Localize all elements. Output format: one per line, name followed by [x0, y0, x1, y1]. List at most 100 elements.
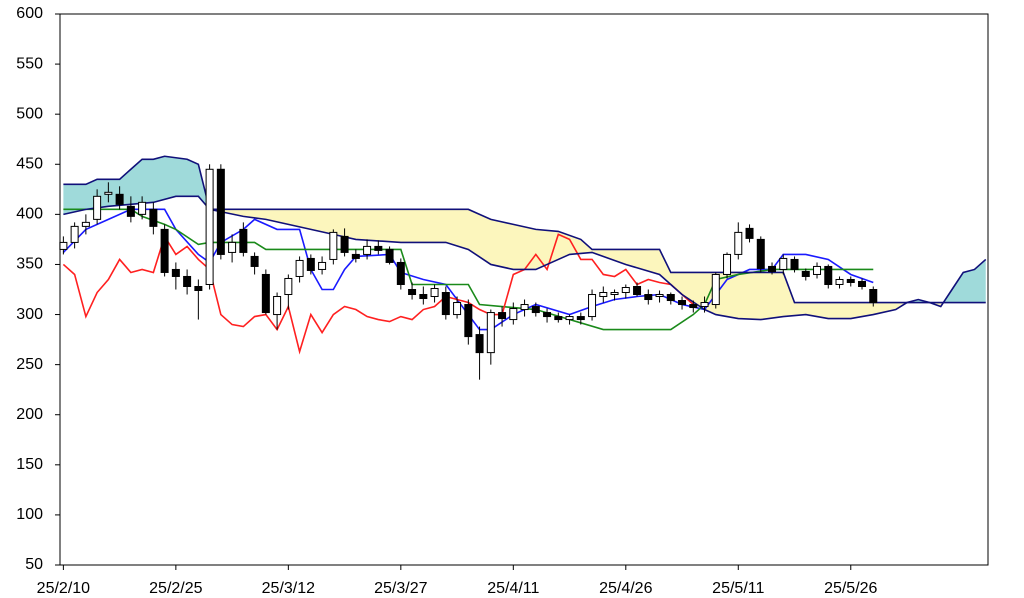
candle-body — [779, 257, 788, 270]
candle-body — [801, 270, 810, 277]
y-tick-label: 50 — [25, 556, 43, 573]
candle-body — [351, 253, 360, 259]
candle-body — [554, 316, 563, 321]
candle-body — [81, 221, 90, 227]
candle-body — [194, 285, 203, 292]
candle-body — [588, 294, 597, 318]
candle-body — [149, 208, 158, 227]
cloud-fill-bearish — [209, 209, 944, 320]
candle-body — [723, 253, 732, 275]
y-tick-label: 100 — [16, 506, 43, 523]
candle-body — [576, 316, 585, 321]
y-tick-label: 550 — [16, 55, 43, 72]
candle-body — [295, 259, 304, 277]
candle-body — [464, 304, 473, 338]
candle-body — [689, 304, 698, 309]
candle-body — [228, 241, 237, 253]
candle-body — [565, 316, 574, 321]
candle-body — [790, 258, 799, 270]
y-tick-label: 150 — [16, 456, 43, 473]
cloud-fill-bullish — [63, 156, 986, 303]
candle-body — [318, 261, 327, 270]
candle-body — [711, 273, 720, 306]
y-tick-label: 350 — [16, 256, 43, 273]
candle-body — [374, 245, 383, 251]
candle-body — [138, 201, 147, 215]
candle-body — [261, 273, 270, 314]
y-tick-label: 450 — [16, 155, 43, 172]
candle-body — [115, 193, 124, 205]
x-tick-label: 25/3/27 — [374, 580, 427, 597]
candle-body — [453, 302, 462, 316]
candle-body — [329, 231, 338, 260]
candle-body — [498, 312, 507, 320]
candle-body — [250, 255, 259, 267]
cloud-layer — [63, 156, 986, 320]
candle-body — [363, 245, 372, 255]
candle-body — [59, 241, 68, 250]
candle-body — [430, 287, 439, 298]
x-tick-label: 25/4/26 — [599, 580, 652, 597]
x-tick-label: 25/4/11 — [487, 580, 539, 597]
candle-body — [610, 292, 619, 296]
y-tick-label: 200 — [16, 406, 43, 423]
candle-body — [160, 228, 169, 273]
candle-body — [509, 308, 518, 321]
candle-body — [869, 289, 878, 304]
candle-body — [621, 286, 630, 294]
candle-body — [858, 280, 867, 287]
candle-body — [756, 238, 765, 269]
y-tick-label: 500 — [16, 105, 43, 122]
x-tick-label: 25/5/11 — [712, 580, 764, 597]
candle-body — [846, 278, 855, 283]
candle-body — [768, 265, 777, 272]
x-tick-label: 25/2/10 — [37, 580, 90, 597]
candle-body — [644, 294, 653, 301]
x-tick-label: 25/3/12 — [262, 580, 315, 597]
candle-body — [419, 294, 428, 300]
candle-body — [633, 285, 642, 296]
indicator-line — [63, 208, 874, 331]
candle-body — [531, 306, 540, 314]
candle-body — [745, 227, 754, 239]
candle-body — [666, 294, 675, 302]
candle-body — [824, 265, 833, 285]
candle-body — [835, 278, 844, 285]
candle-body — [70, 225, 79, 243]
candle-body — [486, 312, 495, 354]
candle-body — [520, 304, 529, 311]
x-tick-label: 25/5/26 — [824, 580, 877, 597]
y-tick-label: 400 — [16, 206, 43, 223]
y-tick-label: 250 — [16, 356, 43, 373]
candle-body — [599, 292, 608, 298]
candle-body — [475, 334, 484, 354]
candle-body — [543, 312, 552, 318]
candle-body — [306, 257, 315, 271]
candle-body — [205, 168, 214, 285]
candle-body — [104, 191, 113, 195]
candle-body — [678, 300, 687, 306]
candle-body — [171, 268, 180, 277]
candle-body — [93, 195, 102, 220]
candle-body — [441, 292, 450, 316]
candle-body — [813, 265, 822, 275]
candle-body — [340, 235, 349, 253]
candle-body — [396, 261, 405, 285]
candle-body — [239, 228, 248, 253]
candle-body — [183, 275, 192, 287]
candle-body — [734, 231, 743, 255]
y-tick-label: 300 — [16, 306, 43, 323]
x-tick-label: 25/2/25 — [149, 580, 202, 597]
candle-body — [126, 205, 135, 217]
y-tick-label: 600 — [16, 5, 43, 22]
candle-body — [216, 168, 225, 255]
candle-body — [284, 277, 293, 296]
plot-frame — [59, 13, 989, 566]
candle-body — [700, 302, 709, 308]
indicator-line — [63, 155, 987, 321]
candle-body — [273, 296, 282, 316]
candle-body — [408, 289, 417, 296]
axes-layer: 50 100 150 200 250 300 350 400 450 500 550 600 25/2/… — [16, 5, 989, 597]
candle-body — [655, 294, 664, 298]
